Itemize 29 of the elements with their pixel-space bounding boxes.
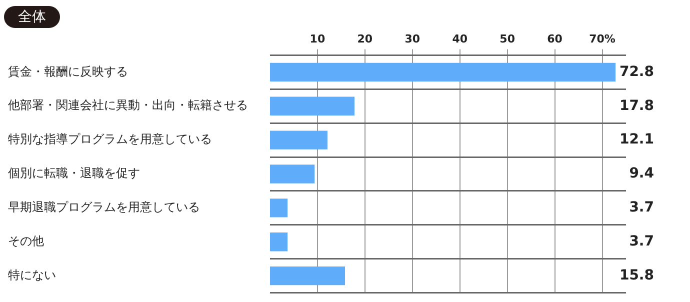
x-tick-label: 50 xyxy=(500,32,516,46)
x-tick-label: 70% xyxy=(589,32,616,46)
x-tick-label: 30 xyxy=(404,32,420,46)
bar xyxy=(270,62,616,82)
y-tick-label: 個別に転職・退職を促す xyxy=(8,166,140,180)
data-label: 9.4 xyxy=(629,166,654,182)
y-tick-label: 特にない xyxy=(8,268,56,282)
data-label: 3.7 xyxy=(629,200,654,216)
data-label: 17.8 xyxy=(619,98,654,114)
bar xyxy=(270,232,288,252)
y-tick-label: 賃金・報酬に反映する xyxy=(8,64,128,78)
data-label: 3.7 xyxy=(629,234,654,250)
bar xyxy=(270,130,328,150)
y-tick-label: 早期退職プログラムを用意している xyxy=(8,200,200,214)
x-tick-label: 20 xyxy=(357,32,373,46)
data-label: 72.8 xyxy=(619,64,654,80)
bar xyxy=(270,164,315,184)
x-tick-label: 60 xyxy=(547,32,563,46)
data-label: 12.1 xyxy=(619,132,654,148)
y-tick-label: 特別な指導プログラムを用意している xyxy=(8,132,212,146)
bar xyxy=(270,266,345,286)
text: 全体 xyxy=(4,6,60,28)
x-tick-label: 10 xyxy=(310,32,326,46)
x-tick-label: 40 xyxy=(452,32,468,46)
y-tick-label: 他部署・関連会社に異動・出向・転籍させる xyxy=(8,98,248,112)
data-label: 15.8 xyxy=(619,267,654,284)
bar xyxy=(270,198,288,218)
bar xyxy=(270,96,354,116)
y-tick-label: その他 xyxy=(8,234,44,248)
